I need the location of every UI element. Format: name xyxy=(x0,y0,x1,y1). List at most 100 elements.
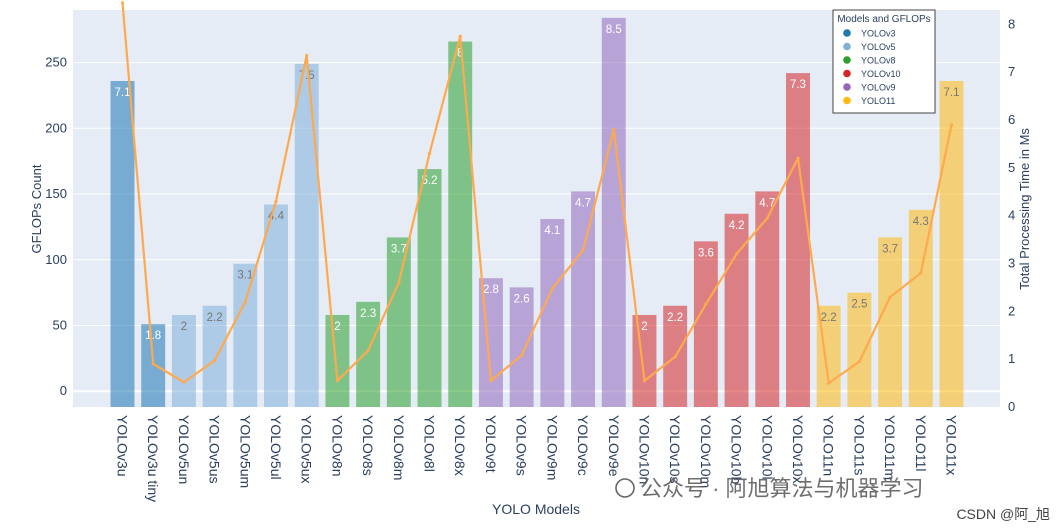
time-point xyxy=(949,123,954,127)
time-point xyxy=(796,156,800,160)
bar-yolov8s xyxy=(356,301,381,407)
bar-label: 4.2 xyxy=(729,220,745,232)
y2-tick-label: 1 xyxy=(1008,351,1015,366)
legend-marker-yolov10 xyxy=(843,69,851,78)
x-tick-label: YOLOv8s xyxy=(360,415,376,476)
bar-label: 2.6 xyxy=(514,293,530,305)
time-point xyxy=(182,380,186,384)
x-tick-label: YOLOv9c xyxy=(575,415,591,476)
bar-label: 7.3 xyxy=(790,79,806,91)
bar-yolov8n xyxy=(325,314,350,407)
bar-label: 2.2 xyxy=(667,312,683,324)
bar-yolov10m xyxy=(693,241,718,407)
x-axis-title: YOLO Models xyxy=(492,501,580,517)
watermark-account: 公众号 · 阿旭算法与机器学习 xyxy=(640,476,924,501)
x-tick-label: YOLOv8n xyxy=(329,415,345,476)
legend-label: YOLOv8 xyxy=(861,56,896,66)
bar-label: 3.7 xyxy=(391,243,407,255)
x-tick-label: YOLOv3u tiny xyxy=(145,415,161,502)
bar-yolov3u-tiny xyxy=(141,324,166,407)
y2-axis-ticks: 0 1 2 3 4 5 6 7 8 xyxy=(1008,16,1015,414)
bar-label: 1.8 xyxy=(145,330,161,342)
bar-yolov5ux xyxy=(294,63,319,408)
bar-yolo11m xyxy=(878,237,903,407)
bar-label: 3.6 xyxy=(698,247,714,259)
bar-label: 2.8 xyxy=(483,284,499,296)
x-tick-label: YOLOv8m xyxy=(391,415,407,480)
x-axis-ticks: YOLOv3u YOLOv3u tiny YOLOv5un YOLOv5us YOLOv… xyxy=(115,415,960,502)
bar-label: 2 xyxy=(334,321,340,333)
time-point xyxy=(704,302,708,306)
x-tick-label: YOLO11x xyxy=(944,415,960,475)
bar-label: 3.7 xyxy=(882,243,898,255)
x-tick-label: YOLOv8x xyxy=(452,415,468,476)
watermark-source: CSDN @阿_旭 xyxy=(956,506,1050,522)
legend-marker-yolo11 xyxy=(843,96,851,105)
x-tick-label: YOLOv3u xyxy=(115,415,131,476)
y2-tick-label: 6 xyxy=(1008,112,1015,127)
time-point xyxy=(888,295,892,299)
time-point xyxy=(458,34,462,38)
time-point xyxy=(397,281,401,285)
x-tick-label: YOLOv5us xyxy=(207,415,223,483)
time-point xyxy=(366,348,370,353)
time-point xyxy=(919,271,923,275)
y-tick-label: 0 xyxy=(60,383,67,398)
x-tick-label: YOLOv9t xyxy=(483,415,499,473)
bar-yolov10x xyxy=(786,73,810,407)
x-tick-label: YOLOv10x xyxy=(790,415,806,483)
time-point xyxy=(673,355,677,359)
bar-labels: 7.11.822.23.14.47.522.33.75.282.82.64.14… xyxy=(115,24,960,342)
time-point xyxy=(305,53,309,58)
x-tick-label: YOLOv9s xyxy=(514,415,530,476)
legend-marker-yolov8 xyxy=(843,56,851,64)
time-line-path xyxy=(121,2,953,385)
bar-label: 3.1 xyxy=(237,270,253,282)
y-tick-label: 100 xyxy=(45,252,67,267)
y-tick-label: 200 xyxy=(45,120,67,135)
y-tick-label: 50 xyxy=(53,317,67,332)
bar-label: 7.1 xyxy=(115,87,131,99)
bar-yolo11l xyxy=(908,209,933,407)
bar-yolov5us xyxy=(202,305,227,407)
bar-label: 8.5 xyxy=(606,24,622,36)
y2-tick-label: 8 xyxy=(1008,16,1015,31)
bar-yolov5um xyxy=(233,263,258,407)
x-tick-label: YOLOv5un xyxy=(176,415,192,484)
x-tick-label: YOLO11s xyxy=(851,415,867,475)
time-point xyxy=(120,1,125,5)
bar-yolov10l xyxy=(755,191,780,407)
x-tick-label: YOLOv10l xyxy=(759,415,775,480)
time-point xyxy=(213,359,217,363)
x-tick-label: YOLOv10n xyxy=(636,415,652,484)
x-tick-label: YOLO11l xyxy=(913,415,929,472)
time-point xyxy=(827,381,831,385)
bar-label: 2.3 xyxy=(360,308,376,320)
time-point xyxy=(765,216,769,220)
legend[interactable]: Models and GFLOPs YOLOv3YOLOv5YOLOv8YOLO… xyxy=(832,9,936,114)
bar-yolov5un xyxy=(171,314,196,407)
y2-tick-label: 7 xyxy=(1008,64,1015,79)
y2-tick-label: 0 xyxy=(1008,399,1015,414)
time-point xyxy=(612,127,616,132)
time-point xyxy=(857,359,861,364)
x-tick-label: YOLOv5ux xyxy=(299,415,315,483)
legend-marker-yolov5 xyxy=(843,42,851,51)
legend-marker-yolov9 xyxy=(843,83,851,91)
x-tick-label: YOLOv9e xyxy=(606,415,622,477)
x-tick-label: YOLOv5ul xyxy=(268,415,284,480)
time-point xyxy=(520,353,524,357)
legend-marker-yolov3 xyxy=(843,29,851,37)
y2-tick-label: 3 xyxy=(1008,256,1015,271)
bar-label: 2.2 xyxy=(821,312,837,324)
bar-yolov9c xyxy=(571,191,596,407)
bar-label: 7.1 xyxy=(944,87,960,99)
time-point xyxy=(427,151,432,156)
time-point xyxy=(274,199,278,203)
legend-label: YOLOv10 xyxy=(861,69,901,79)
time-point xyxy=(151,362,155,366)
time-point xyxy=(243,300,247,304)
y2-tick-label: 5 xyxy=(1008,160,1015,175)
time-point xyxy=(581,248,585,252)
